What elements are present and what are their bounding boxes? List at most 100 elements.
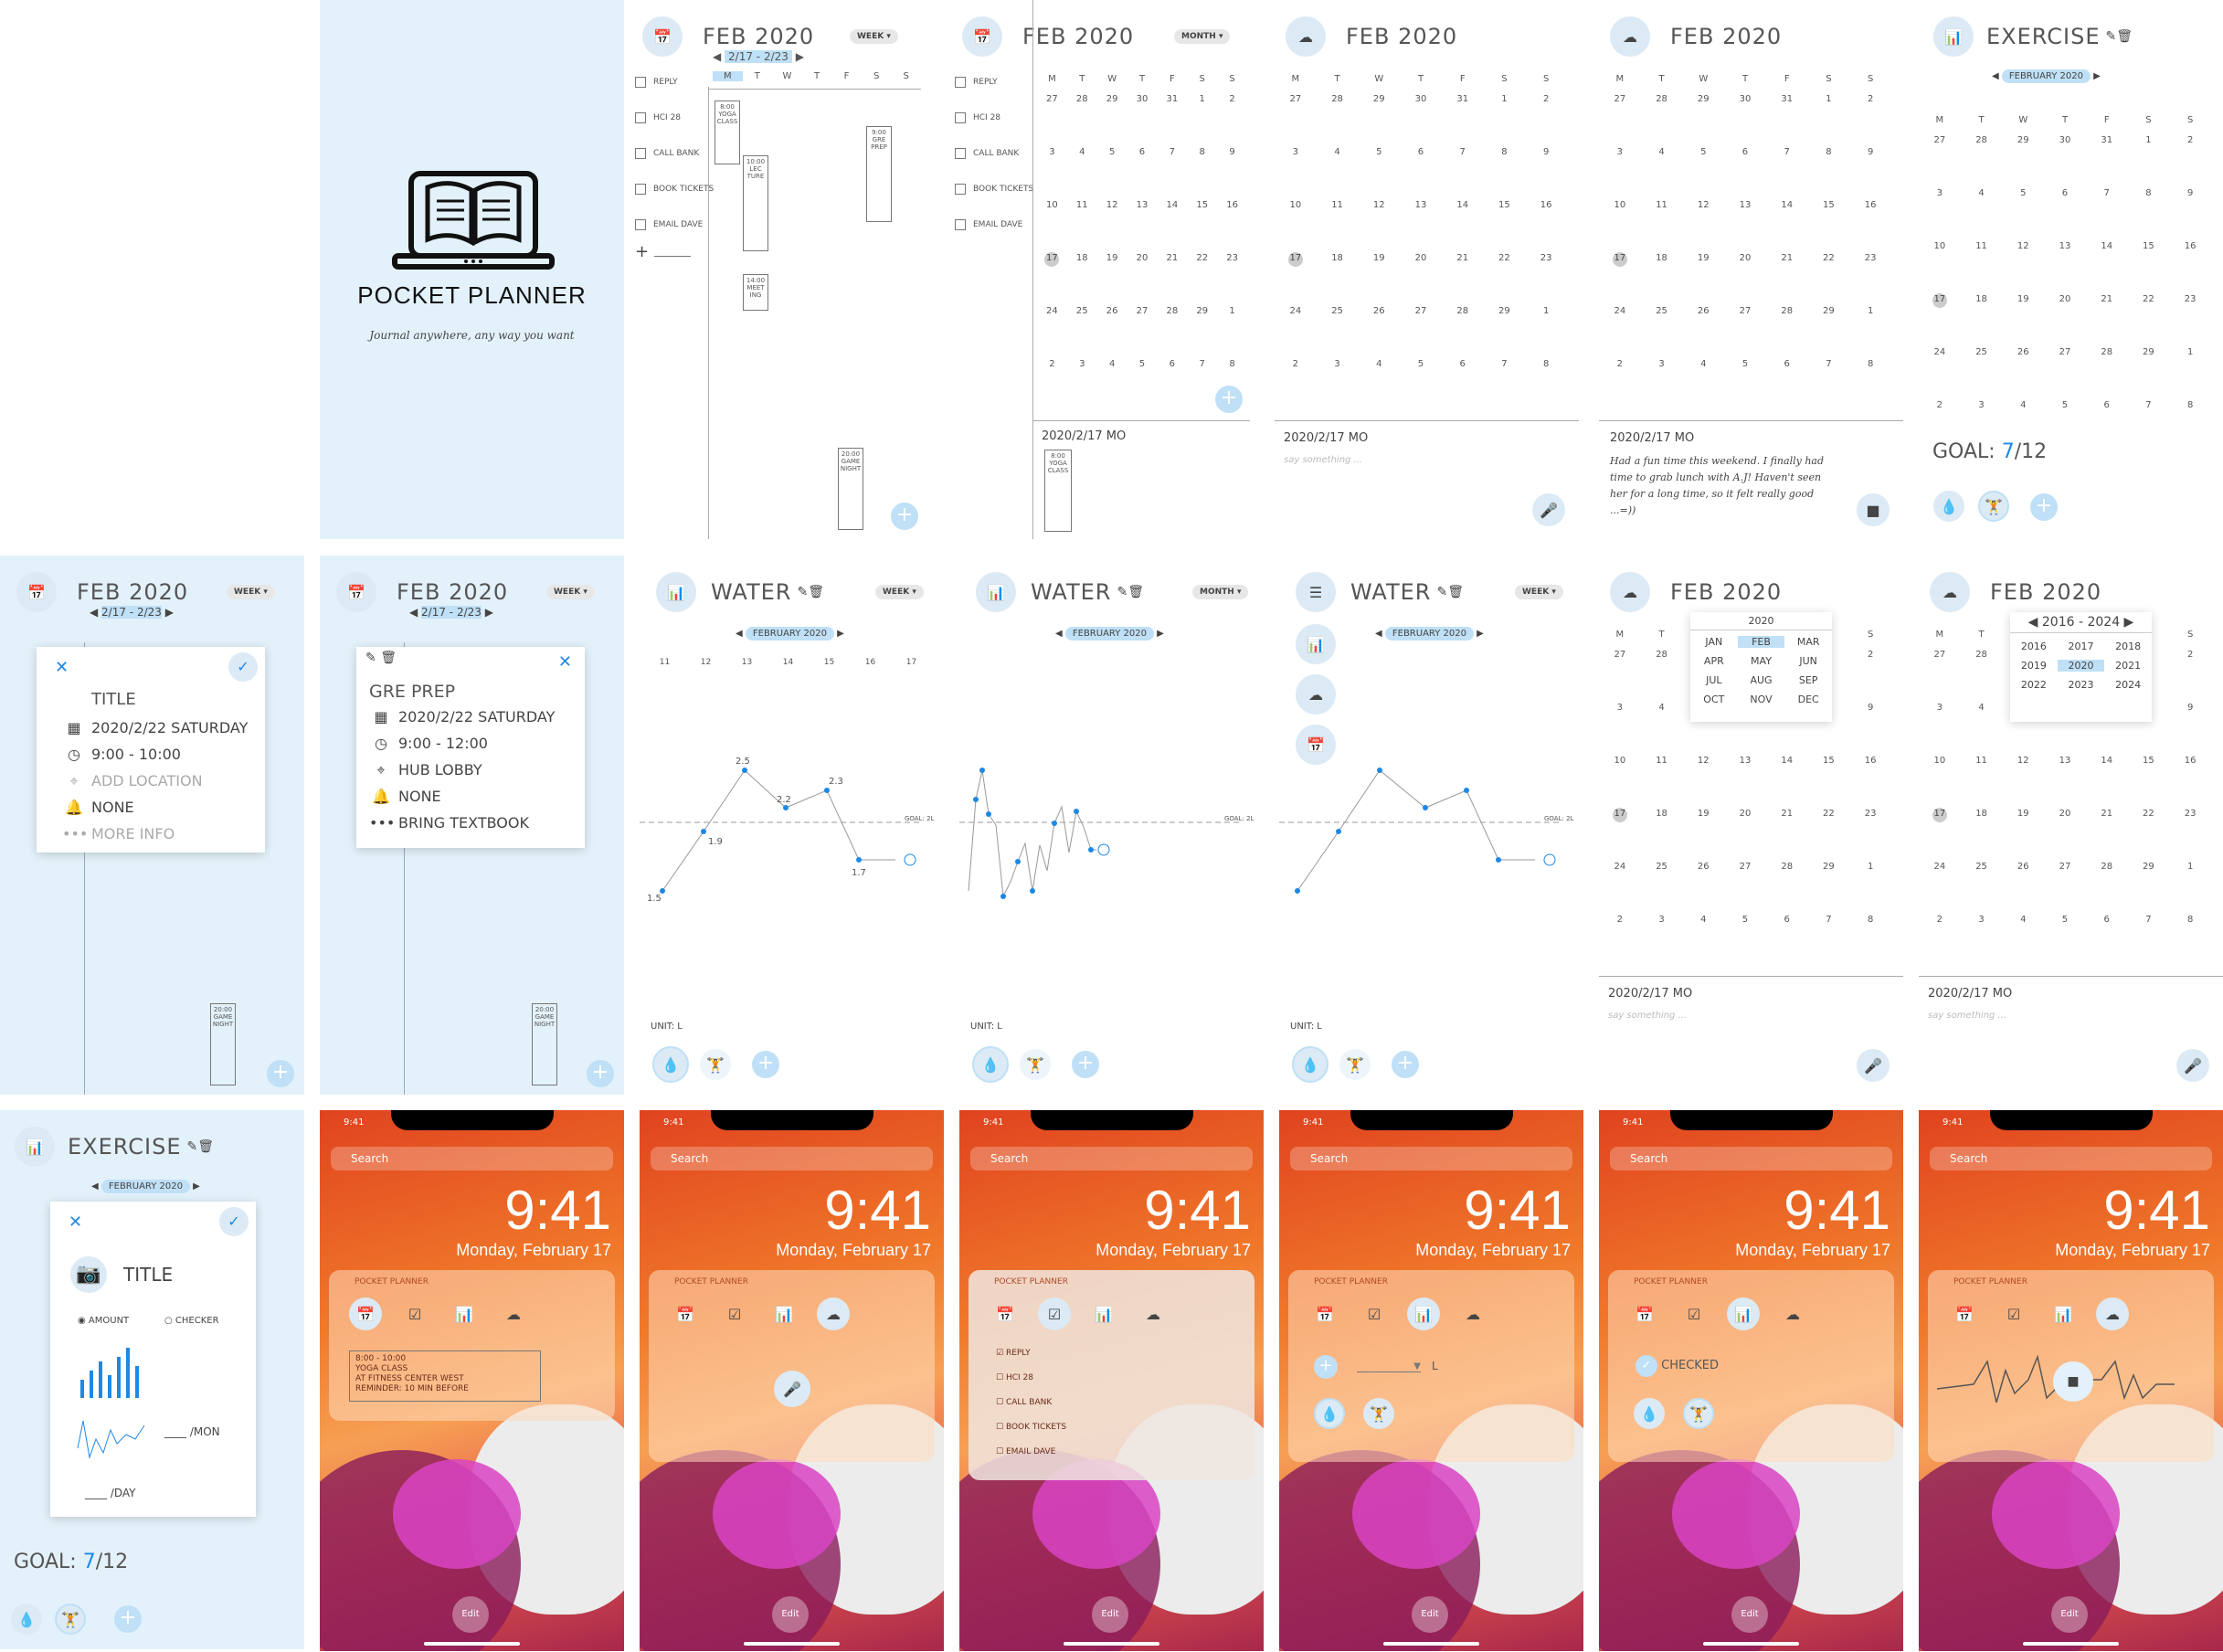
add-tracker-button[interactable]: + [752,1051,779,1078]
day-cell[interactable]: 26 [1697,862,1710,872]
day-cell[interactable]: 2 [1616,915,1624,925]
bar-chart-icon[interactable]: 📊 [1407,1297,1440,1330]
day-cell[interactable]: 2 [2186,650,2194,660]
day-cell[interactable]: 19 [2017,294,2029,304]
event-yoga[interactable]: 8:00 YOGA CLASS [1044,450,1072,532]
bar-chart-icon[interactable]: 📊 [15,1127,55,1167]
todo-item[interactable]: REPLY [955,64,1033,100]
day-cell[interactable]: 16 [2184,241,2197,251]
todo-item[interactable]: EMAIL DAVE [955,206,1033,242]
day-cell[interactable]: 28 [2101,862,2113,872]
day-cell[interactable]: 3 [1936,703,1943,713]
checkbox-icon[interactable]: ☑ [1038,1297,1071,1330]
more-info-field[interactable]: MORE INFO [91,825,175,842]
day-cell[interactable]: 12 [2017,756,2029,766]
day-cell[interactable]: 31 [2101,135,2113,145]
day-cell[interactable]: 18 [1656,253,1667,263]
search-bar[interactable]: Search [1930,1147,2212,1170]
day-cell[interactable]: 4 [1978,188,1985,198]
journal-input[interactable]: say something ... [1284,455,1363,465]
month-option[interactable]: SEP [1798,674,1818,686]
day-cell[interactable]: 20 [1414,253,1427,263]
event-meeting[interactable]: 14:00 MEET ING [743,274,768,311]
day-cell[interactable]: 13 [2059,241,2071,251]
add-tracker-button[interactable]: + [2030,493,2058,521]
trash-icon[interactable]: 🗑 [2116,29,2133,44]
day-cell[interactable]: 4 [1700,915,1707,925]
month-nav[interactable]: ◀ FEBRUARY 2020 ▶ [1992,69,2101,83]
add-event-button[interactable]: + [1215,386,1243,413]
year-option[interactable]: 2024 [2115,679,2142,691]
todo-item[interactable]: ☐ CALL BANK [996,1398,1053,1407]
day-cell[interactable]: 17 [1919,293,1961,346]
day-cell[interactable]: 2 [1229,94,1235,104]
day-cell[interactable]: 28 [1781,862,1794,872]
todo-item[interactable]: ☐ BOOK TICKETS [996,1423,1067,1432]
microphone-icon[interactable]: 🎤 [774,1371,810,1407]
day-cell[interactable]: 4 [1658,703,1665,713]
day-cell[interactable]: 28 [1331,94,1343,104]
microphone-icon[interactable]: 🎤 [1857,1049,1890,1082]
add-event-button[interactable]: + [891,503,918,530]
bar-chart-icon[interactable]: 📊 [2054,1305,2072,1323]
day-cell[interactable]: 11 [1075,200,1088,210]
view-dropdown[interactable]: WEEK ▾ [1515,585,1563,599]
day-cell[interactable]: 8 [1826,147,1832,157]
todo-item[interactable]: CALL BANK [955,135,1033,171]
day-cell[interactable]: 29 [1823,862,1835,872]
add-tracker-button[interactable]: + [1072,1051,1099,1078]
day-cell[interactable]: 21 [2101,294,2113,304]
day-cell[interactable]: 1 [2186,347,2194,357]
day-cell[interactable]: 6 [2103,915,2110,925]
trash-icon[interactable]: 🗑 [1127,585,1144,599]
day-cell[interactable]: 22 [2143,294,2154,304]
water-drop-icon[interactable]: 💧 [652,1046,689,1083]
day-cell[interactable]: 31 [1781,94,1794,104]
day-cell[interactable]: 27 [1614,650,1626,660]
day-cell[interactable]: 28 [1781,306,1794,316]
todo-item[interactable]: ☐ EMAIL DAVE [996,1447,1056,1456]
event-preview[interactable]: 8:00 - 10:00 YOGA CLASS AT FITNESS CENTE… [349,1350,541,1402]
day-cell[interactable]: 8 [1867,359,1874,369]
menu-icon[interactable]: ☰ [1296,572,1336,612]
day-cell[interactable]: 19 [1372,253,1385,263]
view-dropdown[interactable]: WEEK ▾ [227,585,275,599]
checker-option[interactable]: ○ CHECKER [164,1316,219,1326]
calendar-icon[interactable]: 📅 [1955,1305,1974,1323]
day-cell[interactable]: 16 [1864,756,1877,766]
month-option[interactable]: NOV [1750,694,1773,705]
month-nav[interactable]: ◀ FEBRUARY 2020 ▶ [736,627,844,641]
edit-button[interactable]: Edit [452,1596,489,1633]
day-cell[interactable]: 8 [2145,188,2152,198]
bar-chart-icon[interactable]: 📊 [775,1305,793,1323]
day-cell[interactable]: 25 [1075,306,1088,316]
dumbbell-icon[interactable]: 🏋 [1339,1049,1371,1080]
search-bar[interactable]: Search [1290,1147,1572,1170]
day-cell[interactable]: 3 [1334,359,1340,369]
day-cell[interactable]: 16 [1226,200,1238,210]
day-cell[interactable]: 5 [2061,915,2069,925]
day-cell[interactable]: 19 [1106,253,1118,263]
day-cell[interactable]: 8 [1199,147,1205,157]
day-cell[interactable]: 17 [1919,808,1961,861]
stop-icon[interactable]: ■ [2053,1361,2093,1402]
trash-icon[interactable]: 🗑 [380,651,397,665]
cloud-thought-icon[interactable]: ☁ [2096,1297,2129,1330]
day-cell[interactable]: 13 [2059,756,2071,766]
day-cell[interactable]: 4 [1334,147,1340,157]
day-cell[interactable]: 4 [1658,147,1665,157]
day-cell[interactable]: 11 [1656,200,1667,210]
month-option[interactable]: AUG [1750,674,1773,686]
day-cell[interactable]: 8 [1229,359,1235,369]
search-bar[interactable]: Search [331,1147,613,1170]
day-cell[interactable]: 27 [1289,94,1302,104]
dumbbell-icon[interactable]: 🏋 [1978,491,2009,522]
view-dropdown[interactable]: WEEK ▾ [546,585,595,599]
day-cell[interactable]: 18 [1975,809,1987,819]
day-cell[interactable]: 3 [1616,703,1624,713]
day-cell[interactable]: 23 [2184,809,2197,819]
location-field[interactable]: ADD LOCATION [91,772,203,789]
day-cell[interactable]: 6 [1741,147,1749,157]
todo-item[interactable]: REPLY [635,64,714,100]
day-cell[interactable]: 1 [2145,135,2152,145]
